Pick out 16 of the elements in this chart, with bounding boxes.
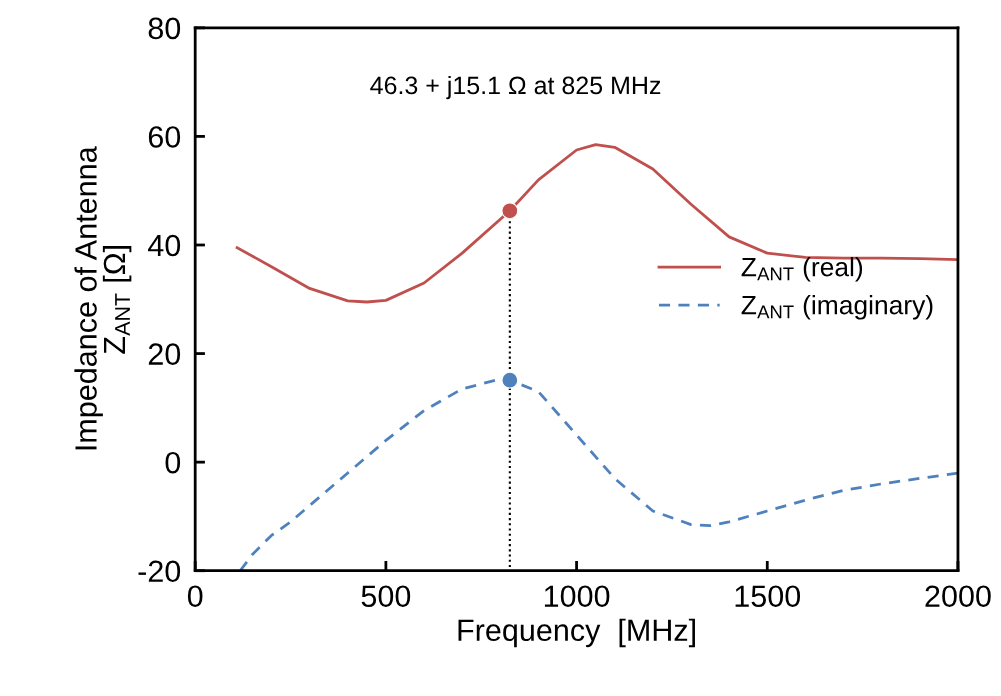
x-tick-label: 1500: [735, 585, 801, 608]
y-tick-label: 20: [148, 343, 181, 365]
y-tick-label: 0: [165, 451, 181, 474]
y-tick-label: 60: [148, 126, 181, 148]
y-tick-label: 80: [148, 17, 181, 40]
y-tick-label: 40: [148, 234, 181, 257]
y-axis-title: Impedance of Antenna Z$_{ANT}$ [Ω]: [74, 146, 132, 450]
legend-label: Z$_{ANT}$ (real): [741, 257, 863, 282]
x-tick-label: 1000: [544, 585, 610, 608]
x-tick-label: 2000: [925, 585, 991, 608]
x-tick-label: 0: [187, 585, 203, 608]
legend-label: Z$_{ANT}$ (imaginary): [741, 295, 933, 320]
x-axis-title: Frequency [MHz]: [458, 618, 695, 648]
y-tick-label: -20: [138, 560, 181, 583]
annotation: 46.3 + j15.1 Ω at 825 MHz: [370, 75, 661, 100]
x-tick-label: 500: [361, 585, 411, 608]
